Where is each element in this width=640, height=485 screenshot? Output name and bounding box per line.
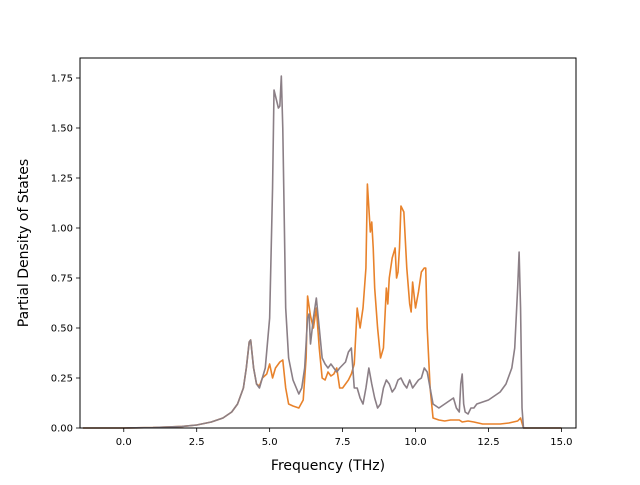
- y-tick-label: 1.00: [51, 224, 73, 235]
- x-axis-ticks: 0.0 2.5 5.0 7.5 10.0 12.5 15.0: [116, 428, 573, 448]
- x-tick-label: 5.0: [262, 437, 278, 448]
- x-axis-label: Frequency (THz): [271, 458, 385, 474]
- series-line-2: [82, 75, 562, 429]
- plot-frame: [79, 57, 577, 429]
- x-tick-label: 12.5: [477, 437, 499, 448]
- x-tick-label: 7.5: [335, 437, 351, 448]
- x-tick-label: 10.0: [404, 437, 426, 448]
- y-tick-label: 0.75: [51, 274, 73, 285]
- y-tick-label: 1.75: [51, 74, 73, 85]
- y-tick-label: 0.50: [51, 324, 73, 335]
- y-tick-label: 1.25: [51, 174, 73, 185]
- x-tick-label: 0.0: [116, 437, 132, 448]
- y-tick-label: 0.25: [51, 374, 73, 385]
- series-layer: [82, 75, 562, 429]
- y-tick-label: 1.50: [51, 124, 73, 135]
- y-tick-label: 0.00: [51, 424, 73, 435]
- x-tick-label: 2.5: [189, 437, 205, 448]
- x-tick-label: 15.0: [550, 437, 572, 448]
- y-axis-label: Partial Density of States: [16, 159, 32, 327]
- y-axis-ticks: 0.00 0.25 0.50 0.75 1.00 1.25 1.50 1.75: [51, 74, 80, 435]
